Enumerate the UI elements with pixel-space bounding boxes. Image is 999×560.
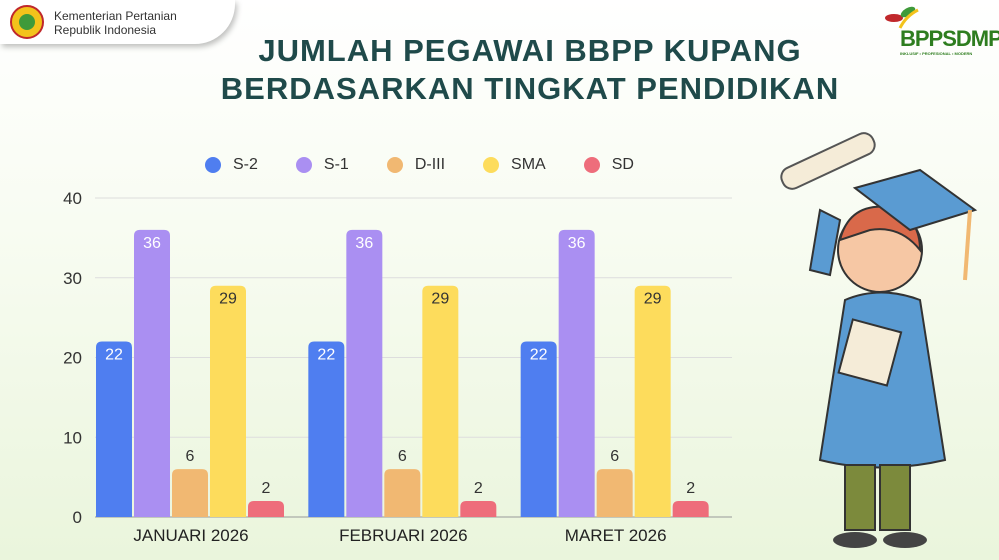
org-line1: Kementerian Pertanian [54, 9, 177, 23]
data-label: 2 [686, 480, 695, 497]
bar-sd [460, 501, 497, 517]
chart-legend: S-2 S-1 D-III SMA SD [205, 156, 672, 174]
data-label: 6 [186, 448, 195, 465]
y-tick-label: 0 [73, 508, 82, 527]
x-tick-label: FEBRUARI 2026 [339, 526, 468, 545]
bppsdmp-logo: BPPSDMP INKLUSIF • PROFESIONAL • MODERN [882, 4, 999, 56]
legend-swatch [386, 157, 403, 173]
bar-d-iii [172, 469, 208, 517]
x-tick-label: MARET 2026 [565, 526, 667, 545]
page-title-line1: JUMLAH PEGAWAI BBPP KUPANG [258, 33, 802, 68]
org-line2: Republik Indonesia [54, 23, 157, 37]
data-label: 2 [474, 480, 483, 497]
bar-s-1 [134, 229, 170, 517]
bppsdmp-name: BPPSDMP [900, 26, 999, 51]
legend-label: D-III [414, 156, 446, 173]
bar-d-iii [596, 469, 633, 517]
data-label: 29 [644, 291, 662, 308]
data-label: 2 [262, 480, 271, 497]
bppsdmp-tagline: INKLUSIF • PROFESIONAL • MODERN [900, 51, 973, 56]
kementan-logo [10, 5, 44, 39]
header-org-tab: Kementerian Pertanian Republik Indonesia [0, 0, 235, 44]
data-label: 36 [568, 235, 586, 252]
y-tick-label: 40 [63, 189, 82, 208]
legend-label: SD [611, 156, 634, 173]
page-title-line2: BERDASARKAN TINGKAT PENDIDIKAN [220, 71, 840, 106]
graduate-illustration [780, 132, 978, 548]
bar-s-2 [96, 341, 132, 517]
leaf-icon [885, 6, 919, 29]
bar-d-iii [384, 469, 421, 517]
data-label: 29 [219, 291, 237, 308]
legend-item-sd: SD [583, 156, 634, 174]
y-tick-label: 20 [63, 349, 82, 368]
legend-label: S-1 [323, 156, 349, 173]
data-label: 6 [398, 448, 407, 465]
bar-sd [672, 501, 709, 517]
legend-swatch [483, 157, 500, 173]
bar-sma [634, 285, 671, 517]
data-label: 22 [105, 347, 123, 364]
data-label: 36 [143, 235, 161, 252]
bar-s-2 [520, 341, 557, 517]
bar-sd [248, 501, 284, 517]
legend-item-s-1: S-1 [295, 156, 349, 174]
data-label: 29 [431, 291, 449, 308]
legend-label: S-2 [233, 156, 258, 173]
legend-label: SMA [511, 156, 546, 173]
legend-swatch [583, 157, 600, 173]
data-label: 6 [610, 448, 619, 465]
bar-s-1 [558, 229, 595, 517]
bar-sma [422, 285, 459, 517]
bar-sma [210, 285, 246, 517]
data-label: 36 [355, 235, 373, 252]
x-tick-label: JANUARI 2026 [133, 526, 248, 545]
data-label: 22 [530, 347, 548, 364]
org-name: Kementerian Pertanian Republik Indonesia [54, 9, 177, 37]
data-label: 22 [317, 347, 335, 364]
legend-item-sma: SMA [483, 156, 546, 174]
bar-s-2 [308, 341, 345, 517]
y-tick-label: 10 [63, 428, 82, 447]
legend-swatch [205, 157, 221, 173]
legend-swatch [295, 157, 312, 173]
legend-item-s-2: S-2 [205, 156, 258, 174]
bar-s-1 [346, 229, 383, 517]
legend-item-d-iii: D-III [386, 156, 446, 174]
y-tick-label: 30 [63, 269, 82, 288]
